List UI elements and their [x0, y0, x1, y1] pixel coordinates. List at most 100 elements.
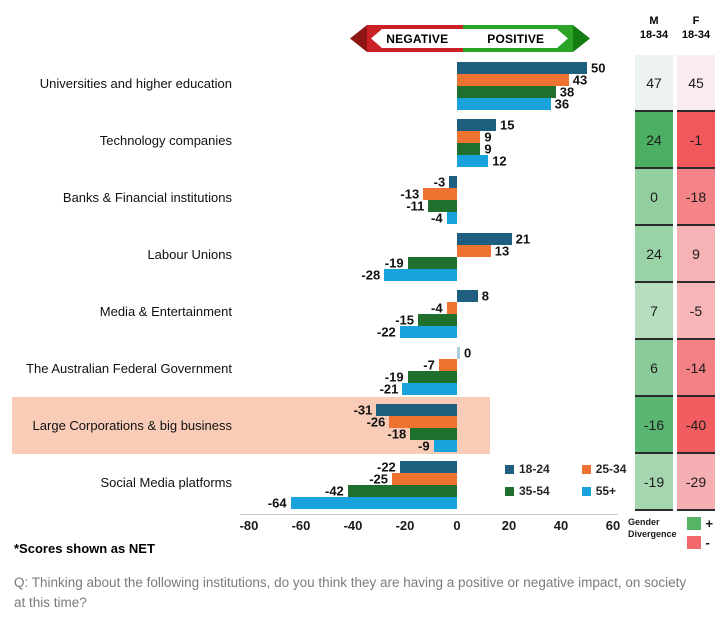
male-score-cell: -19 [635, 454, 673, 511]
legend-swatch-55+ [581, 486, 591, 496]
bar-55+ [290, 497, 457, 509]
banner-inner: NEGATIVE POSITIVE [371, 29, 568, 48]
bar-55+ [384, 269, 457, 281]
bar-value-label: -22 [377, 324, 396, 340]
x-tick-label: 40 [553, 518, 569, 533]
category-label: Labour Unions [147, 247, 232, 262]
legend-label: 35-54 [519, 484, 550, 498]
bar-value-label: -21 [379, 381, 399, 397]
bar-value-label: 0 [464, 345, 472, 361]
bar-25-34 [389, 416, 457, 428]
x-tick-label: 20 [501, 518, 517, 533]
bar-value-label: -26 [366, 414, 386, 430]
male-score-cell: 0 [635, 169, 673, 226]
bar-18-24 [449, 176, 457, 188]
bar-value-label: -9 [418, 438, 430, 454]
male-header-line2: 18-34 [639, 28, 669, 41]
legend-swatch-35-54 [505, 486, 514, 496]
bar-value-label: -4 [431, 210, 443, 226]
bar-18-24 [457, 233, 512, 245]
bar-value-label: -13 [400, 186, 420, 202]
bar-55+ [457, 155, 489, 167]
gender-divergence-legend: Gender Divergence + - [628, 516, 713, 550]
legend-label: 55+ [595, 484, 617, 498]
age-legend-item: 25-34 [581, 462, 626, 476]
bar-35-54 [457, 143, 481, 155]
category-label: Large Corporations & big business [32, 418, 232, 433]
x-tick-label: 0 [453, 518, 461, 533]
bar-value-label: 8 [481, 288, 490, 304]
bar-value-label: -15 [395, 312, 414, 328]
age-legend: 18-24 25-34 35-54 55+ [505, 462, 626, 498]
bar-value-label: -19 [384, 255, 404, 271]
category-label: Media & Entertainment [99, 304, 232, 319]
bar-25-34 [423, 188, 457, 200]
bar-25-34 [438, 359, 457, 371]
bar-value-label: -25 [369, 471, 388, 487]
bar-35-54 [410, 428, 457, 440]
male-score-cell: 24 [635, 112, 673, 169]
bar-value-label: 9 [484, 129, 492, 145]
male-score-cell: 6 [635, 340, 673, 397]
bar-35-54 [418, 314, 457, 326]
female-column-header: F 18-34 [675, 15, 717, 43]
bar-35-54 [347, 485, 457, 497]
minus-label: - [705, 535, 710, 550]
negative-divergence-item: - [686, 535, 714, 550]
footnote: *Scores shown as NET [14, 541, 155, 556]
gender-divergence-title-line2: Divergence [628, 529, 677, 540]
bar-value-label: 36 [554, 96, 570, 112]
legend-swatch-25-34 [581, 464, 591, 474]
age-legend-item: 18-24 [505, 462, 550, 476]
x-tick-label: -80 [239, 518, 259, 533]
positive-arrowhead-icon [573, 25, 590, 52]
bar-25-34 [457, 245, 491, 257]
bar-25-34 [446, 302, 457, 314]
bar-25-34 [457, 131, 481, 143]
bar-18-24 [457, 62, 587, 74]
category-label: Banks & Financial institutions [62, 190, 232, 205]
plus-label: + [705, 516, 714, 531]
x-tick-label: -40 [343, 518, 363, 533]
bar-value-label: 38 [559, 84, 575, 100]
male-score-cell: 7 [635, 283, 673, 340]
bar-18-24 [376, 404, 457, 416]
bar-value-label: -3 [433, 174, 446, 190]
category-label: Social Media platforms [100, 475, 233, 490]
age-legend-item: 55+ [581, 484, 627, 498]
category-label: The Australian Federal Government [26, 361, 232, 376]
negative-arrowhead-icon [350, 25, 367, 52]
bar-55+ [399, 326, 457, 338]
bar-value-label: -42 [325, 483, 344, 499]
x-tick-label: -20 [395, 518, 415, 533]
female-header-line2: 18-34 [681, 28, 711, 41]
category-label: Universities and higher education [39, 76, 232, 91]
negative-divergence-swatch [686, 536, 701, 549]
bar-55+ [402, 383, 457, 395]
bar-value-label: 13 [494, 243, 510, 259]
legend-label: 18-24 [519, 462, 550, 476]
bar-value-label: 12 [492, 153, 507, 169]
female-header-line1: F [692, 15, 700, 27]
female-score-cell: -1 [677, 112, 715, 169]
bar-55+ [446, 212, 457, 224]
bar-value-label: 50 [591, 60, 606, 76]
bar-value-label: -18 [387, 426, 407, 442]
bar-value-label: -64 [267, 495, 287, 511]
age-legend-item: 35-54 [505, 484, 550, 498]
male-score-cell: -16 [635, 397, 673, 454]
male-column-header: M 18-34 [633, 15, 675, 43]
male-header-line1: M [649, 15, 659, 27]
question-text: Q: Thinking about the following institut… [14, 575, 687, 611]
female-score-cell: -5 [677, 283, 715, 340]
bar-35-54 [407, 257, 457, 269]
bar-value-label: -7 [423, 357, 435, 373]
female-score-cell: 9 [677, 226, 715, 283]
x-axis-line [240, 514, 618, 515]
positive-divergence-swatch [686, 517, 701, 530]
bar-55+ [433, 440, 457, 452]
legend-swatch-18-24 [505, 464, 514, 474]
female-score-cell: 45 [677, 55, 715, 112]
bar-35-54 [407, 371, 457, 383]
bar-18-24 [399, 461, 457, 473]
